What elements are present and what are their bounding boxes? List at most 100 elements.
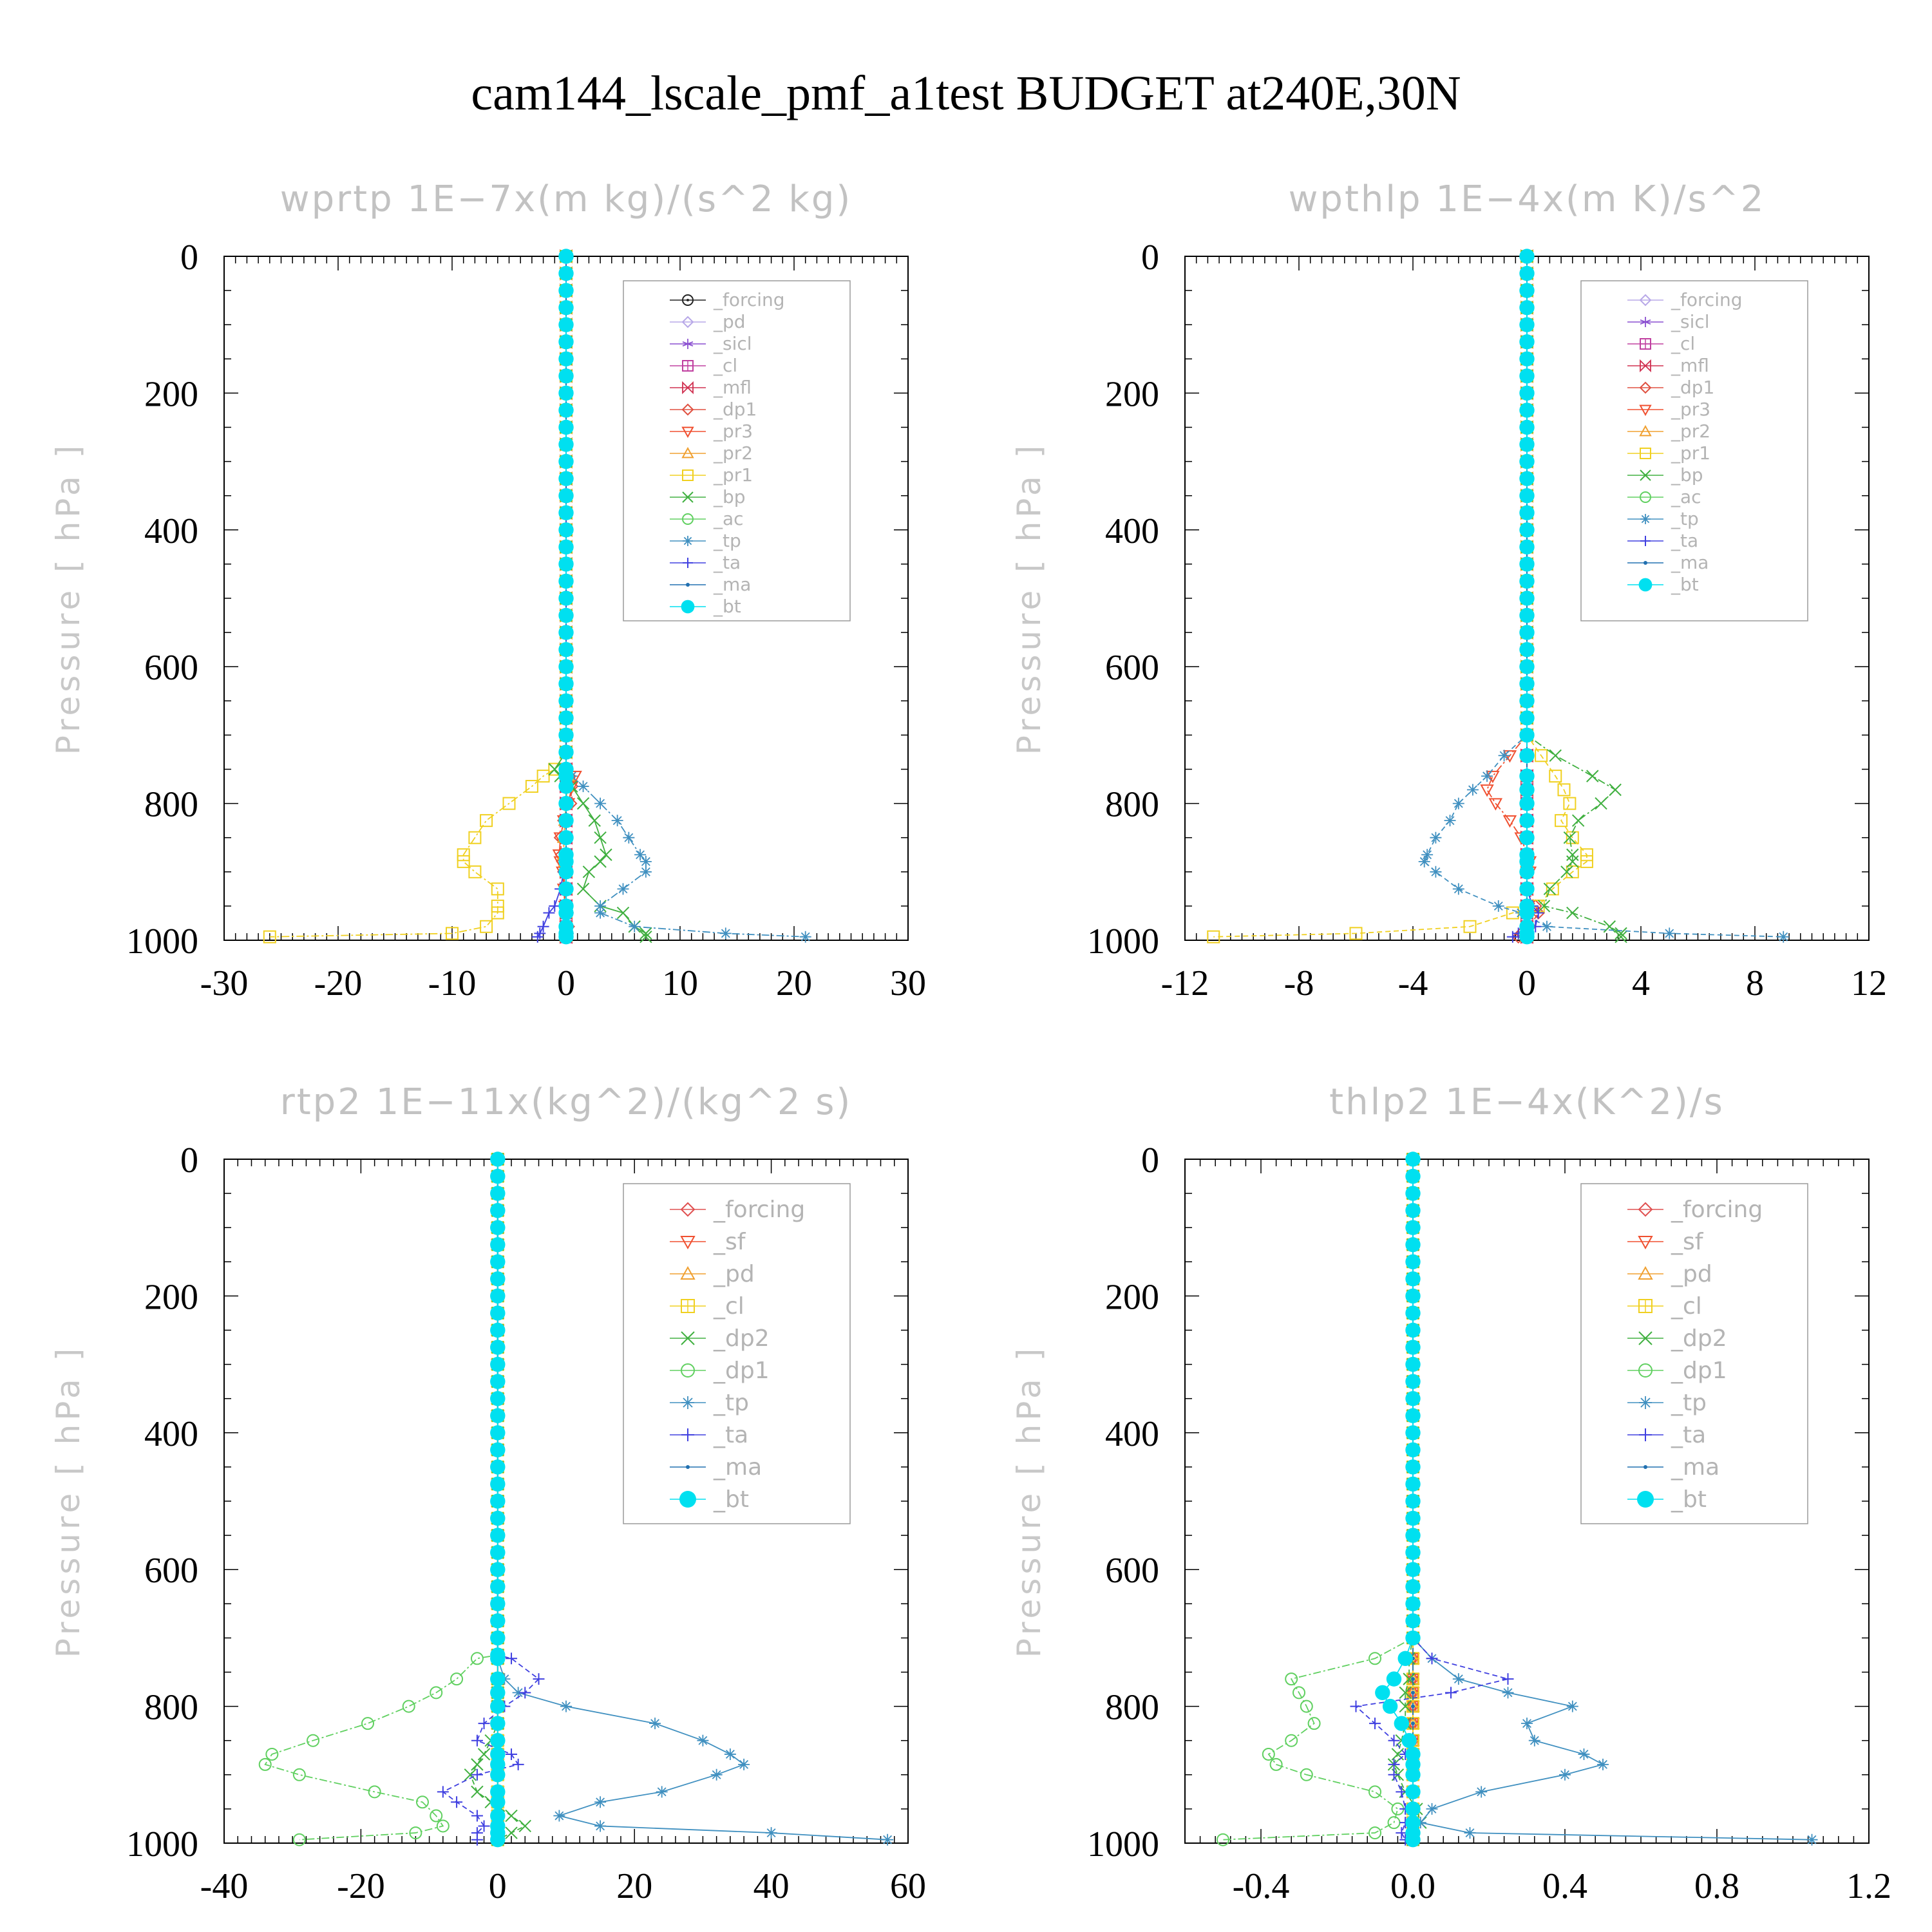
x-tick-label: 40 [753,1866,790,1906]
data-point [1519,881,1535,897]
x-tick-label: -10 [428,963,477,1003]
legend-marker [1638,1363,1653,1378]
panels: wprtp 1E−7x(m kg)/(s^2 kg) Pressure [ hPa… [50,178,1891,1906]
legend-label: _ma [713,574,751,595]
legend-label: _bt [1671,1486,1707,1513]
data-point [518,1819,531,1833]
legend-marker [1640,491,1651,503]
data-point [1405,1832,1421,1848]
legend-label: _pd [1671,1261,1712,1287]
legend-label: _pd [713,311,746,332]
data-point [558,283,574,298]
data-point [1300,1700,1313,1713]
legend-marker [1639,294,1652,307]
data-point [307,1734,320,1747]
data-point [1405,1579,1421,1595]
data-point [558,419,574,435]
legend-item: _pr3 [1627,399,1710,420]
data-point [1563,831,1577,844]
legend-marker [1640,469,1651,481]
data-point [558,929,574,945]
legend-label: _dp2 [1671,1325,1727,1352]
legend-label: _dp1 [1671,377,1714,398]
data-point [1388,1734,1400,1747]
data-point [1519,748,1535,763]
legend-marker [681,1428,694,1441]
data-point [525,780,538,793]
data-point [1217,1833,1229,1846]
legend-marker [1638,578,1653,592]
legend-label: _sf [1671,1229,1704,1255]
data-point [558,437,574,452]
data-point [558,591,574,606]
legend-marker [680,1202,696,1217]
legend-marker [1637,1491,1654,1508]
data-point [1519,676,1535,692]
data-point [1519,591,1535,606]
data-point [490,1220,506,1235]
data-point [1519,299,1535,316]
panel-title: rtp2 1E−11x(kg^2)/(kg^2 s) [280,1081,853,1123]
data-point [258,1757,272,1771]
data-point [436,1819,450,1833]
data-point [1421,849,1434,861]
data-point [1519,768,1535,784]
data-point [490,1579,506,1595]
data-point [1519,556,1535,572]
data-point [1368,1826,1381,1840]
data-point [457,855,470,868]
legend-item: _sicl [1627,311,1710,332]
data-point [1488,798,1503,811]
data-point [1566,906,1579,920]
data-point [1519,782,1535,798]
data-point [1519,795,1535,811]
x-tick-label: -30 [200,963,249,1003]
legend-label: _mfl [1671,355,1709,376]
legend-label: _ma [1671,1454,1719,1481]
data-point [490,1391,506,1406]
data-point [1388,1768,1400,1781]
data-point [558,779,574,794]
data-point [491,906,504,920]
data-point [1519,929,1535,945]
data-point [1405,1459,1421,1475]
data-point [1401,1733,1417,1748]
data-point [1405,1801,1421,1817]
legend-marker [1639,424,1652,437]
data-point [634,849,647,861]
data-point [1563,797,1577,810]
series-group [1207,249,1790,945]
data-point [724,1748,736,1760]
figure-title: cam144_lscale_pmf_a1test BUDGET at240E,3… [471,66,1461,120]
data-point [1519,693,1535,709]
series-group [1217,1151,1818,1848]
x-tick-label: 0.8 [1694,1866,1739,1906]
x-tick-label: 8 [1746,963,1764,1003]
legend-item: _bt [670,1486,749,1513]
data-point [490,1562,506,1577]
legend-label: _cl [713,355,737,376]
data-point [512,1758,524,1770]
data-point [490,1630,506,1646]
data-point [490,1340,506,1355]
data-point [594,907,607,919]
x-tick-label: 0.0 [1390,1866,1435,1906]
data-point [1571,814,1585,827]
data-point [490,1254,506,1270]
x-tick-label: -20 [337,1866,385,1906]
data-point [1405,1374,1421,1389]
legend-item: _dp2 [670,1325,770,1352]
data-point [1519,265,1535,281]
legend-item: _cl [1627,333,1695,354]
data-point [594,1820,607,1832]
legend-item: _ac [1627,486,1701,507]
data-point [558,556,574,572]
data-point [576,797,590,810]
legend-label: _pr2 [1671,421,1710,442]
legend-marker [1640,514,1651,524]
data-point [558,334,574,350]
data-point [594,831,607,844]
legend-label: _forcing [713,289,785,310]
x-tick-label: 1.2 [1846,1866,1891,1906]
legend-label: _tp [1671,508,1699,529]
